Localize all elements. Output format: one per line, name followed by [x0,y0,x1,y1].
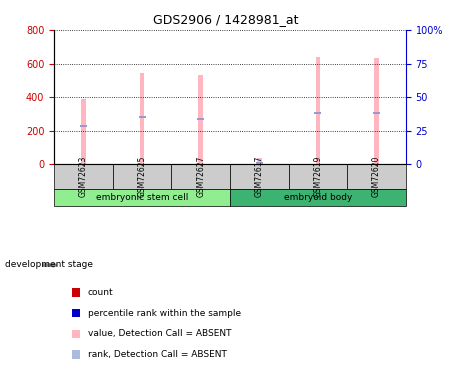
Bar [197,118,204,120]
Text: embryoid body: embryoid body [284,193,352,202]
Text: rank, Detection Call = ABSENT: rank, Detection Call = ABSENT [88,350,227,359]
Bar [314,112,322,114]
Text: GSM72627: GSM72627 [196,156,205,197]
Bar [171,164,230,189]
Bar [54,189,230,206]
Bar [347,164,406,189]
Text: GSM72619: GSM72619 [313,156,322,197]
Bar [256,162,263,164]
Bar [289,164,347,189]
Bar [198,75,203,164]
Text: percentile rank within the sample: percentile rank within the sample [88,309,241,318]
Bar [80,124,87,127]
Bar [374,58,379,164]
Text: GSM72617: GSM72617 [255,156,264,197]
Bar [81,99,86,164]
Text: development stage: development stage [5,260,92,269]
Text: GSM72625: GSM72625 [138,156,147,197]
Text: value, Detection Call = ABSENT: value, Detection Call = ABSENT [88,329,231,338]
Bar [230,164,289,189]
Text: GSM72623: GSM72623 [79,156,88,197]
Bar [140,73,144,164]
Text: GSM72620: GSM72620 [372,156,381,197]
Text: GDS2906 / 1428981_at: GDS2906 / 1428981_at [153,13,298,26]
Bar [138,116,146,118]
Text: embryonic stem cell: embryonic stem cell [96,193,188,202]
Bar [230,189,406,206]
Text: count: count [88,288,114,297]
Bar [113,164,171,189]
Bar [316,57,320,164]
Bar [373,112,380,114]
Bar [257,158,262,164]
Bar [54,164,113,189]
